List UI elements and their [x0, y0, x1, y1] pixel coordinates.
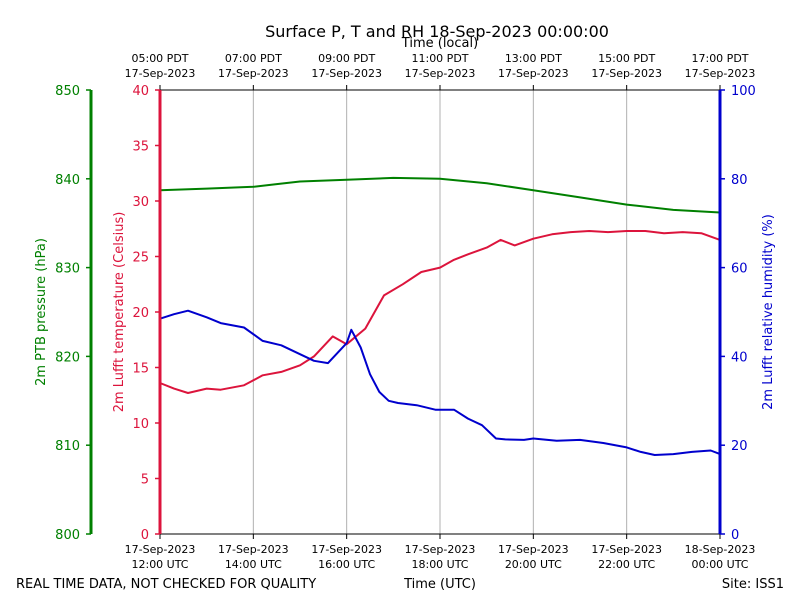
- bottom-tick-date: 17-Sep-2023: [498, 543, 569, 556]
- top-tick-date: 17-Sep-2023: [405, 67, 476, 80]
- pressure-tick-label: 840: [55, 173, 80, 188]
- bottom-tick-date: 17-Sep-2023: [311, 543, 382, 556]
- grid: [252, 90, 628, 534]
- pressure-series-line: [159, 176, 721, 214]
- temperature-tick-label: 15: [132, 362, 149, 377]
- temperature-tick-label: 25: [132, 251, 149, 266]
- temperature-series-line: [159, 230, 721, 394]
- top-tick-time: 13:00 PDT: [505, 52, 562, 65]
- humidity-tick-label: 0: [731, 528, 739, 543]
- humidity-series-line: [159, 309, 721, 456]
- bottom-tick-date: 18-Sep-2023: [685, 543, 756, 556]
- bottom-tick-date: 17-Sep-2023: [218, 543, 289, 556]
- bottom-tick-time: 22:00 UTC: [598, 558, 655, 571]
- pressure-tick-label: 810: [55, 439, 80, 454]
- top-tick-date: 17-Sep-2023: [218, 67, 289, 80]
- top-tick-time: 11:00 PDT: [411, 52, 468, 65]
- top-tick-time: 05:00 PDT: [131, 52, 188, 65]
- humidity-tick-label: 100: [731, 84, 756, 99]
- bottom-tick-date: 17-Sep-2023: [405, 543, 476, 556]
- top-tick-date: 17-Sep-2023: [498, 67, 569, 80]
- bottom-tick-time: 20:00 UTC: [505, 558, 562, 571]
- chart-title: Surface P, T and RH 18-Sep-2023 00:00:00: [265, 22, 609, 41]
- ticks: 05:00 PDT 17-Sep-2023 07:00 PDT 17-Sep-2023…: [55, 52, 756, 571]
- top-tick-time: 07:00 PDT: [225, 52, 282, 65]
- pressure-axis-label: 2m PTB pressure (hPa): [34, 238, 49, 386]
- bottom-tick-time: 18:00 UTC: [411, 558, 468, 571]
- bottom-tick-time: 00:00 UTC: [691, 558, 748, 571]
- temperature-axis-label: 2m Lufft temperature (Celsius): [112, 212, 127, 413]
- top-tick-time: 09:00 PDT: [318, 52, 375, 65]
- bottom-tick-time: 16:00 UTC: [318, 558, 375, 571]
- quality-warning: REAL TIME DATA, NOT CHECKED FOR QUALITY: [16, 577, 316, 592]
- temperature-tick-label: 10: [132, 417, 149, 432]
- temperature-tick-label: 5: [141, 473, 149, 488]
- temperature-tick-label: 20: [132, 306, 149, 321]
- pressure-tick-label: 800: [55, 528, 80, 543]
- humidity-tick-label: 60: [731, 262, 748, 277]
- pressure-tick-label: 850: [55, 84, 80, 99]
- pressure-tick-label: 830: [55, 262, 80, 277]
- top-tick-date: 17-Sep-2023: [685, 67, 756, 80]
- humidity-tick-label: 80: [731, 173, 748, 188]
- top-tick-date: 17-Sep-2023: [591, 67, 662, 80]
- bottom-tick-date: 17-Sep-2023: [591, 543, 662, 556]
- top-tick-time: 17:00 PDT: [691, 52, 748, 65]
- top-tick-date: 17-Sep-2023: [311, 67, 382, 80]
- bottom-tick-time: 14:00 UTC: [225, 558, 282, 571]
- temperature-tick-label: 0: [141, 528, 149, 543]
- series: [159, 176, 721, 456]
- humidity-axis-label: 2m Lufft relative humidity (%): [761, 214, 776, 410]
- temperature-tick-label: 35: [132, 140, 149, 155]
- top-tick-date: 17-Sep-2023: [125, 67, 196, 80]
- temperature-tick-label: 40: [132, 84, 149, 99]
- bottom-axis-label: Time (UTC): [403, 577, 476, 592]
- humidity-tick-label: 20: [731, 439, 748, 454]
- bottom-tick-time: 12:00 UTC: [131, 558, 188, 571]
- temperature-tick-label: 30: [132, 195, 149, 210]
- site-label: Site: ISS1: [722, 577, 784, 592]
- pressure-tick-label: 820: [55, 350, 80, 365]
- top-tick-time: 15:00 PDT: [598, 52, 655, 65]
- humidity-tick-label: 40: [731, 350, 748, 365]
- top-axis-label: Time (local): [401, 36, 478, 51]
- bottom-tick-date: 17-Sep-2023: [125, 543, 196, 556]
